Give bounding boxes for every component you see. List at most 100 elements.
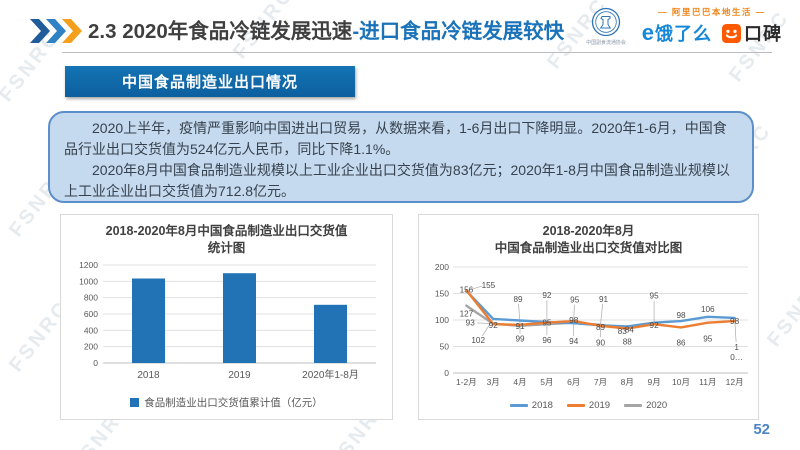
chevrons-icon — [30, 19, 82, 43]
svg-text:98: 98 — [676, 311, 686, 320]
association-logo: 中国副食流通协会 — [578, 7, 634, 46]
svg-text:1: 1 — [734, 343, 739, 352]
line-chart-title-line2: 中国食品制造业出口交货值对比图 — [494, 240, 683, 255]
svg-text:150: 150 — [435, 288, 449, 298]
svg-text:0…: 0… — [730, 353, 743, 362]
svg-text:1-2月: 1-2月 — [456, 377, 477, 387]
bar-chart-legend: 食品制造业出口交货值累计值（亿元） — [61, 395, 392, 410]
svg-text:50: 50 — [440, 341, 450, 351]
svg-text:0: 0 — [93, 358, 98, 368]
svg-text:200: 200 — [84, 341, 98, 351]
line-chart: 0 50 100 150 200 1-2月 3月 4月 5月 6月 7月 8月 9月 10月 11月 12月 1… — [435, 262, 748, 387]
ali-local-life-logo: — 阿里巴巴本地生活 — e 饿了么 口碑 — [642, 6, 782, 46]
svg-text:1200: 1200 — [79, 260, 98, 270]
svg-text:98: 98 — [730, 317, 740, 326]
summary-paragraph-2: 2020年8月中国食品制造业规模以上工业企业出口交货值为83亿元；2020年1-… — [64, 162, 730, 199]
bar-legend-label: 食品制造业出口交货值累计值（亿元） — [144, 396, 323, 409]
svg-text:11月: 11月 — [699, 377, 716, 387]
svg-text:91: 91 — [515, 322, 525, 331]
summary-textbox: 2020上半年，疫情严重影响中国进出口贸易，从数据来看，1-6月出口下降明显。2… — [48, 111, 754, 203]
svg-text:10月: 10月 — [672, 377, 690, 387]
svg-text:6月: 6月 — [567, 377, 580, 387]
line-chart-title: 2018-2020年8月 中国食品制造业出口交货值对比图 — [439, 223, 739, 257]
bar-chart: 0 200 400 600 800 1000 1200 2018 2019 2020年1-8月 — [79, 260, 376, 381]
svg-text:89: 89 — [596, 323, 606, 332]
svg-text:9月: 9月 — [647, 377, 660, 387]
svg-text:200: 200 — [435, 262, 449, 272]
svg-text:91: 91 — [599, 295, 609, 304]
page-title: 2.3 2020年食品冷链发展迅速-进口食品冷链发展较快 — [88, 14, 564, 44]
svg-text:92: 92 — [489, 321, 499, 330]
bar-chart-card: 2018-2020年8月中国食品制造业出口交货值统计图 0 200 400 600 80… — [60, 214, 393, 420]
svg-text:95: 95 — [542, 318, 552, 327]
summary-paragraph-1: 2020上半年，疫情严重影响中国进出口贸易，从数据来看，1-6月出口下降明显。2… — [64, 120, 727, 157]
svg-text:93: 93 — [466, 318, 476, 327]
ali-tagline: — 阿里巴巴本地生活 — — [658, 7, 766, 17]
legend-swatch-2018 — [509, 403, 528, 407]
eleme-logo: e 饿了么 — [641, 20, 712, 45]
svg-text:4月: 4月 — [513, 377, 526, 387]
bar-2019 — [223, 272, 256, 363]
svg-text:95: 95 — [703, 334, 713, 343]
legend-label-2019: 2019 — [588, 399, 611, 411]
koubei-logo: 口碑 — [722, 20, 782, 46]
svg-text:89: 89 — [513, 295, 523, 304]
svg-text:92: 92 — [650, 321, 660, 330]
legend-label-2020: 2020 — [646, 399, 668, 411]
svg-text:100: 100 — [435, 315, 449, 325]
svg-text:98: 98 — [569, 316, 579, 325]
svg-text:1000: 1000 — [79, 276, 98, 286]
line-chart-legend: 2018 2019 2020 — [419, 400, 758, 411]
watermark-text: FSNRC — [763, 271, 800, 352]
page-title-blue: -进口食品冷链发展较快 — [352, 20, 565, 43]
page-title-dark: 2.3 2020年食品冷链发展迅速 — [88, 20, 353, 43]
svg-text:3月: 3月 — [487, 377, 500, 387]
page-number: 52 — [753, 421, 770, 438]
svg-text:102: 102 — [471, 336, 485, 345]
svg-text:90: 90 — [596, 338, 606, 347]
series-line-2019 — [465, 288, 736, 330]
svg-text:95: 95 — [650, 291, 660, 300]
legend-swatch-2020 — [624, 403, 643, 407]
svg-text:155: 155 — [482, 281, 496, 290]
association-name: 中国副食流通协会 — [585, 39, 626, 46]
section-title-banner: 中国食品制造业出口情况 — [65, 66, 355, 97]
svg-text:2018: 2018 — [137, 370, 160, 381]
svg-text:2019: 2019 — [228, 370, 251, 381]
legend-item-2020: 2020 — [624, 400, 667, 411]
line-chart-title-line1: 2018-2020年8月 — [542, 224, 635, 238]
svg-text:84: 84 — [625, 325, 635, 334]
svg-text:0: 0 — [444, 368, 449, 378]
svg-text:92: 92 — [542, 291, 552, 300]
svg-text:106: 106 — [701, 305, 715, 314]
header-divider — [62, 52, 772, 53]
svg-text:127: 127 — [460, 309, 474, 318]
svg-text:2020年1-8月: 2020年1-8月 — [302, 368, 359, 381]
bar-chart-title: 2018-2020年8月中国食品制造业出口交货值统计图 — [105, 224, 348, 255]
bar-2018 — [132, 278, 165, 363]
legend-swatch-2019 — [566, 403, 585, 407]
svg-text:86: 86 — [676, 338, 686, 347]
bar-2020年1-8月 — [314, 304, 347, 363]
header: 2.3 2020年食品冷链发展迅速-进口食品冷链发展较快 中国副食流通协会 — … — [0, 0, 800, 53]
line-chart-card: 2018-2020年8月 中国食品制造业出口交货值对比图 0 50 100 150 20… — [418, 214, 759, 420]
svg-text:95: 95 — [570, 295, 580, 304]
legend-item-2019: 2019 — [566, 399, 611, 411]
koubei-smiley-icon — [722, 23, 741, 43]
header-logos: 中国副食流通协会 — 阿里巴巴本地生活 — e 饿了么 口碑 — [578, 6, 782, 46]
svg-text:94: 94 — [569, 337, 579, 346]
svg-text:5月: 5月 — [540, 377, 553, 387]
svg-text:7月: 7月 — [594, 377, 607, 387]
svg-text:83: 83 — [618, 327, 628, 336]
legend-label-2018: 2018 — [531, 399, 553, 411]
svg-text:600: 600 — [84, 309, 98, 319]
svg-text:99: 99 — [515, 334, 525, 343]
svg-text:400: 400 — [84, 325, 98, 335]
svg-text:88: 88 — [623, 337, 633, 346]
svg-text:156: 156 — [460, 285, 474, 294]
svg-text:800: 800 — [84, 292, 98, 302]
association-emblem-icon — [591, 7, 620, 36]
svg-text:12月: 12月 — [726, 377, 744, 387]
legend-item-2018: 2018 — [509, 399, 553, 411]
